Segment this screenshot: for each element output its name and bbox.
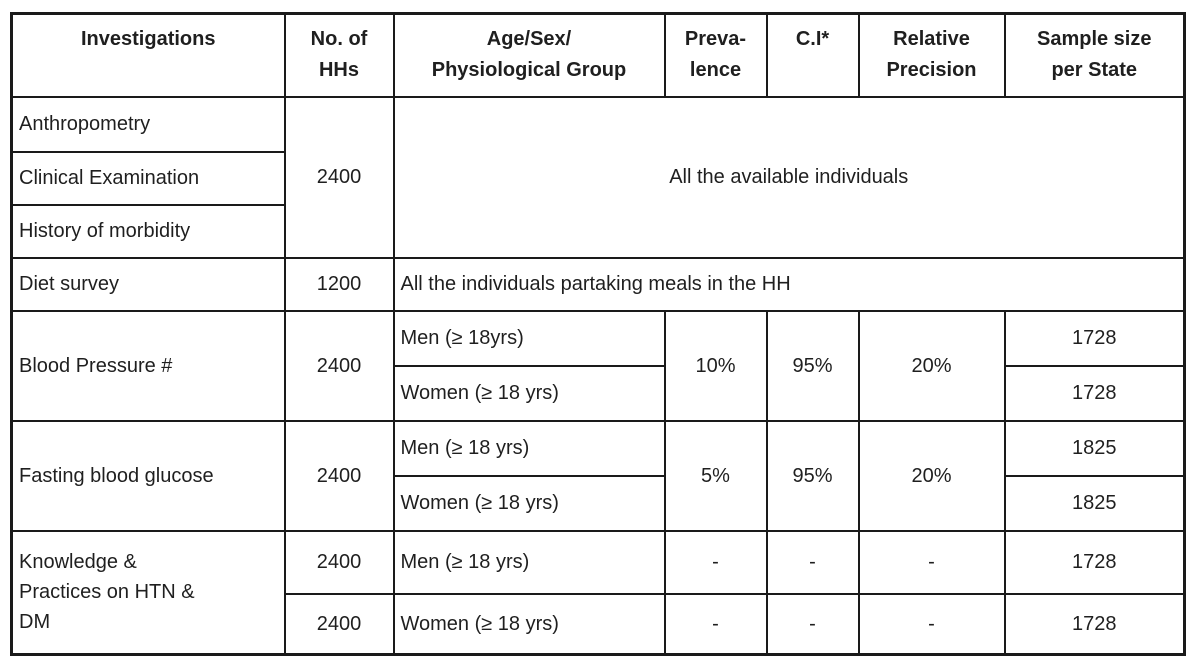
cell-anthropometry-label: Anthropometry [10,95,286,153]
header-no-of-hhs: No. of HHs [283,12,395,98]
cell-bp-hhs: 2400 [283,309,395,422]
header-investigations: Investigations [10,12,286,98]
header-prevalence: Preva- lence [663,12,768,98]
cell-knowledge-label: Knowledge & Practices on HTN & DM [10,529,286,656]
row-anthropometry: Anthropometry 2400 All the available ind… [10,95,1186,259]
cell-history-morbidity-label: History of morbidity [10,203,286,259]
cell-bp-relative-precision: 20% [857,309,1006,422]
cell-knowledge-women: Women (≥ 18 yrs) [392,592,666,656]
cell-diet-survey-population: All the individuals partaking meals in t… [392,256,1186,312]
cell-fbg-sample-women: 1825 [1003,474,1186,532]
cell-anthro-group-hhs: 2400 [283,95,395,259]
cell-fbg-prevalence: 5% [663,419,768,532]
row-knowledge-men: Knowledge & Practices on HTN & DM 2400 M… [10,529,1186,656]
row-fbg-women: Women (≥ 18 yrs) 1825 [12,474,1186,532]
cell-knowledge-prevalence-women: - [663,592,768,656]
cell-bp-label: Blood Pressure # [10,309,286,422]
cell-fbg-ci: 95% [765,419,860,532]
cell-knowledge-hhs-men: 2400 [283,529,395,595]
header-row: Investigations No. of HHs Age/Sex/ Physi… [10,12,1186,98]
cell-bp-men: Men (≥ 18yrs) [392,309,666,367]
cell-clinical-examination-label: Clinical Examination [10,150,286,206]
cell-bp-women: Women (≥ 18 yrs) [392,364,666,422]
cell-knowledge-ci-men: - [765,529,860,595]
cell-knowledge-relative-precision-men: - [857,529,1006,595]
row-history-morbidity: History of morbidity [10,203,1185,259]
cell-fbg-women: Women (≥ 18 yrs) [392,474,666,532]
cell-diet-survey-hhs: 1200 [283,256,395,312]
cell-knowledge-ci-women: - [765,592,860,656]
cell-knowledge-relative-precision-women: - [857,592,1006,656]
cell-knowledge-sample-men: 1728 [1003,529,1186,595]
survey-design-table-container: Investigations No. of HHs Age/Sex/ Physi… [10,12,1186,656]
cell-fbg-relative-precision: 20% [857,419,1006,532]
header-ci: C.I* [765,12,860,98]
header-sample-size: Sample size per State [1003,12,1186,98]
cell-bp-ci: 95% [765,309,860,422]
cell-knowledge-prevalence-men: - [663,529,768,595]
cell-anthro-group-population: All the available individuals [392,95,1186,259]
cell-fbg-label: Fasting blood glucose [10,419,286,532]
cell-bp-sample-men: 1728 [1003,309,1186,367]
row-blood-pressure-men: Blood Pressure # 2400 Men (≥ 18yrs) 10% … [10,309,1186,422]
row-clinical-examination: Clinical Examination [10,150,1185,206]
cell-knowledge-men: Men (≥ 18 yrs) [392,529,666,595]
survey-design-table: Investigations No. of HHs Age/Sex/ Physi… [10,12,1186,656]
row-blood-pressure-women: Women (≥ 18 yrs) 1728 [12,364,1186,422]
cell-knowledge-sample-women: 1728 [1003,592,1186,656]
cell-fbg-men: Men (≥ 18 yrs) [392,419,666,477]
header-relative-precision: Relative Precision [857,12,1006,98]
cell-knowledge-hhs-women: 2400 [283,592,395,656]
cell-bp-prevalence: 10% [663,309,768,422]
header-age-sex-group: Age/Sex/ Physiological Group [392,12,666,98]
cell-fbg-hhs: 2400 [283,419,395,532]
cell-fbg-sample-men: 1825 [1003,419,1186,477]
row-diet-survey: Diet survey 1200 All the individuals par… [10,256,1186,312]
row-knowledge-women: 2400 Women (≥ 18 yrs) - - - 1728 [12,592,1186,656]
cell-bp-sample-women: 1728 [1003,364,1186,422]
row-fbg-men: Fasting blood glucose 2400 Men (≥ 18 yrs… [10,419,1186,532]
cell-diet-survey-label: Diet survey [10,256,286,312]
